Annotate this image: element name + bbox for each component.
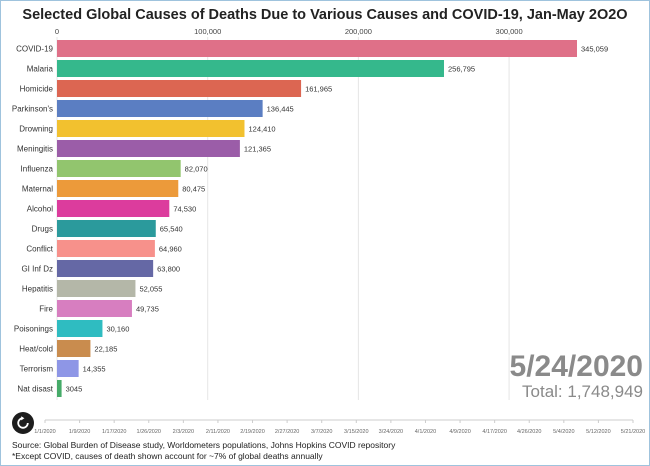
bar	[57, 80, 302, 97]
date-tick-label: 3/15/2020	[344, 429, 368, 435]
category-label: Maternal	[22, 185, 53, 194]
source-line: Source: Global Burden of Disease study, …	[12, 440, 396, 450]
date-tick-label: 2/11/2020	[206, 429, 230, 435]
bar	[57, 240, 155, 257]
bar	[57, 320, 103, 337]
date-tick-label: 5/21/2020	[621, 429, 645, 435]
date-tick-label: 5/12/2020	[586, 429, 610, 435]
date-tick-label: 3/24/2020	[379, 429, 403, 435]
date-tick-label: 2/3/2020	[173, 429, 194, 435]
date-tick-label: 5/4/2020	[553, 429, 574, 435]
value-label: 65,540	[160, 225, 183, 234]
bar	[57, 200, 170, 217]
date-tick-label: 1/9/2020	[69, 429, 90, 435]
date-tick-label: 2/27/2020	[275, 429, 299, 435]
category-label: Homicide	[20, 85, 54, 94]
x-axis: 0 100,000 200,000 300,000	[55, 27, 523, 36]
category-label: COVID-19	[16, 45, 53, 54]
bar	[57, 280, 136, 297]
value-label: 121,365	[244, 145, 271, 154]
category-label: Malaria	[27, 65, 54, 74]
x-tick-label: 300,000	[496, 27, 523, 36]
date-tick-label: 3/7/2020	[311, 429, 332, 435]
value-label: 82,070	[185, 165, 208, 174]
category-label: Poisonings	[14, 325, 53, 334]
value-label: 136,445	[267, 105, 294, 114]
timeline-axis: 1/1/2020 1/9/2020 1/17/2020 1/26/2020 2/3/20…	[34, 419, 645, 435]
bar	[57, 380, 62, 397]
bar	[57, 120, 245, 137]
date-tick-label: 1/1/2020	[34, 429, 55, 435]
bar	[57, 160, 181, 177]
chart-title: Selected Global Causes of Deaths Due to …	[22, 7, 628, 23]
value-label: 345,059	[581, 45, 608, 54]
value-label: 64,960	[159, 245, 182, 254]
value-label: 3045	[66, 385, 83, 394]
value-label: 49,735	[136, 305, 159, 314]
replay-icon	[17, 416, 29, 429]
x-tick-label: 200,000	[345, 27, 372, 36]
value-label: 63,800	[157, 265, 180, 274]
value-label: 52,055	[139, 285, 162, 294]
date-tick-label: 1/26/2020	[137, 429, 161, 435]
value-label: 14,355	[83, 365, 106, 374]
total-deaths: Total: 1,748,949	[522, 382, 643, 401]
date-tick-label: 2/19/2020	[240, 429, 264, 435]
x-tick-label: 100,000	[194, 27, 221, 36]
source-note: Source: Global Burden of Disease study, …	[12, 440, 395, 462]
bars: COVID-19 345,059 Malaria 256,795 Homicide 161…	[12, 40, 608, 397]
category-label: Parkinson's	[12, 105, 53, 114]
date-tick-label: 4/26/2020	[517, 429, 541, 435]
current-date: 5/24/2020	[509, 350, 643, 383]
replay-button[interactable]	[12, 412, 34, 434]
bar	[57, 340, 91, 357]
category-label: Hepatitis	[22, 285, 53, 294]
category-label: Drugs	[32, 225, 53, 234]
category-label: Meningitis	[17, 145, 53, 154]
value-label: 74,530	[173, 205, 196, 214]
bar	[57, 300, 132, 317]
category-label: Fire	[39, 305, 53, 314]
value-label: 80,475	[182, 185, 205, 194]
date-tick-label: 4/1/2020	[415, 429, 436, 435]
date-tick-label: 4/9/2020	[449, 429, 470, 435]
category-label: Drowning	[19, 125, 53, 134]
category-label: Influenza	[21, 165, 54, 174]
bar	[57, 260, 154, 277]
category-label: Alcohol	[27, 205, 53, 214]
value-label: 161,965	[305, 85, 332, 94]
category-label: Terrorism	[20, 365, 54, 374]
gridlines	[56, 37, 510, 400]
bar	[57, 180, 179, 197]
value-label: 124,410	[248, 125, 275, 134]
bar	[57, 360, 79, 377]
bar	[57, 60, 444, 77]
category-label: Heat/cold	[19, 345, 53, 354]
category-label: Nat disast	[17, 385, 53, 394]
bar	[57, 40, 577, 57]
source-footnote: *Except COVID, causes of death shown acc…	[12, 451, 323, 461]
category-label: Conflict	[26, 245, 53, 254]
category-label: GI Inf Dz	[21, 265, 53, 274]
value-label: 30,160	[106, 325, 129, 334]
bar	[57, 140, 240, 157]
value-label: 256,795	[448, 65, 475, 74]
x-tick-label: 0	[55, 27, 59, 36]
bar	[57, 100, 263, 117]
date-tick-label: 4/17/2020	[482, 429, 506, 435]
value-label: 22,185	[94, 345, 117, 354]
bar	[57, 220, 156, 237]
date-tick-label: 1/17/2020	[102, 429, 126, 435]
